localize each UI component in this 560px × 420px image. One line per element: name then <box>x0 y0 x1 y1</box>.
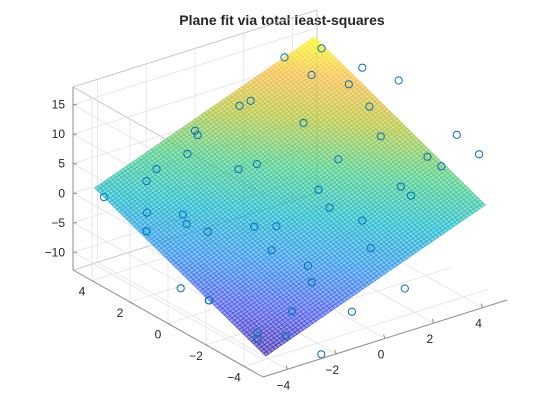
data-point <box>303 261 313 270</box>
data-point <box>235 101 244 111</box>
data-point <box>299 118 308 128</box>
data-point <box>250 222 259 231</box>
data-point <box>253 335 262 344</box>
data-point <box>190 126 200 135</box>
data-point <box>246 96 255 105</box>
data-point <box>475 150 484 159</box>
chart-title: Plane fit via total least-squares <box>179 12 385 28</box>
data-point <box>234 165 243 174</box>
data-point <box>183 149 192 159</box>
data-point <box>358 216 367 225</box>
data-point <box>394 76 403 85</box>
data-point <box>400 284 409 293</box>
data-point <box>178 210 187 219</box>
data-point <box>152 164 161 174</box>
data-point <box>280 53 289 62</box>
data-point <box>314 185 323 194</box>
data-point <box>182 220 191 229</box>
data-point <box>267 246 276 255</box>
data-point <box>307 70 316 80</box>
data-point <box>365 102 374 111</box>
data-point <box>406 191 416 200</box>
data-point <box>142 227 151 236</box>
data-point <box>143 208 152 217</box>
axes-box-front <box>72 87 508 378</box>
x-grid-line <box>97 261 288 370</box>
data-point <box>358 63 367 72</box>
data-point <box>452 130 461 139</box>
data-point <box>437 162 446 171</box>
scatter-points <box>99 44 484 359</box>
data-point <box>193 131 202 140</box>
data-point <box>423 152 432 161</box>
data-point <box>334 155 343 164</box>
data-point <box>396 182 405 191</box>
surface-cell <box>310 36 318 42</box>
data-point <box>287 307 297 316</box>
data-point <box>366 244 375 253</box>
data-point <box>204 296 213 305</box>
data-point <box>272 222 281 231</box>
data-point <box>99 193 109 202</box>
data-point <box>317 350 326 359</box>
data-point <box>344 80 353 89</box>
data-point <box>142 177 151 186</box>
data-point <box>252 160 261 169</box>
data-point <box>176 284 185 293</box>
data-point <box>203 227 212 236</box>
data-point <box>281 332 290 341</box>
data-point <box>376 132 385 141</box>
data-point <box>317 44 326 53</box>
data-point <box>307 278 316 287</box>
data-point <box>347 307 356 316</box>
data-point <box>325 203 334 212</box>
